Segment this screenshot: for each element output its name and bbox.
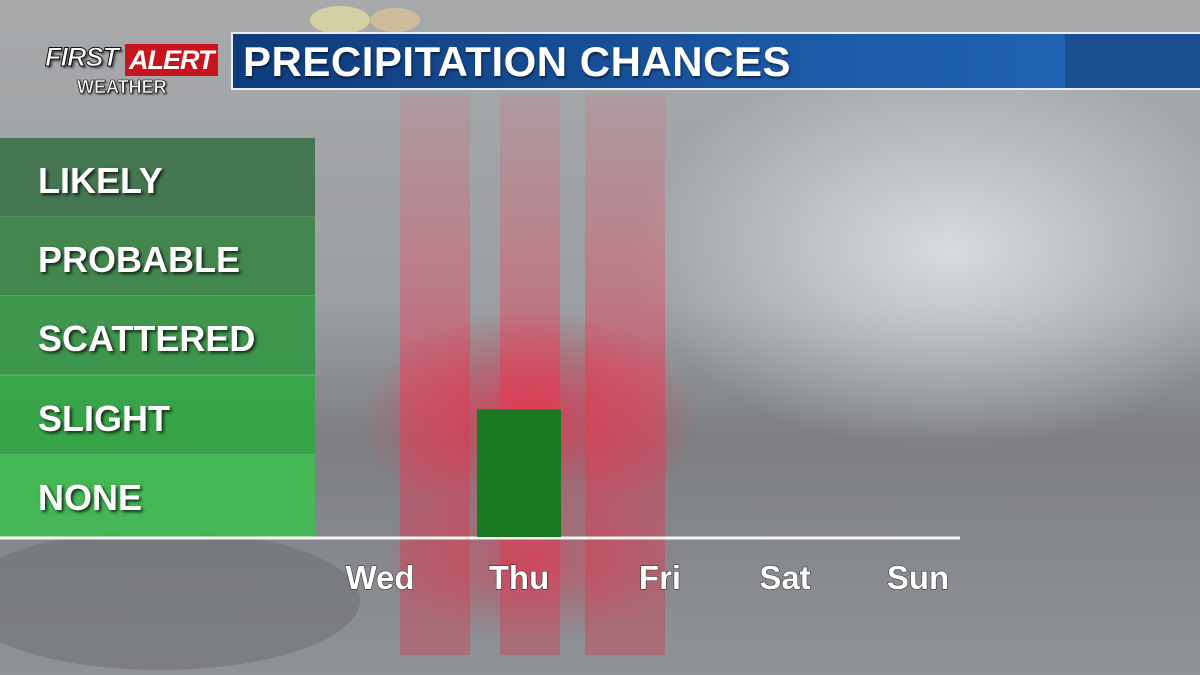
day-label-sat: Sat — [759, 559, 810, 596]
logo-alert-text: ALERT — [125, 44, 218, 76]
level-band-slight: SLIGHT — [0, 376, 315, 455]
title-bar-accent — [1065, 34, 1200, 88]
day-label-sun: Sun — [887, 559, 949, 596]
day-label-fri: Fri — [639, 559, 681, 596]
level-band-likely: LIKELY — [0, 138, 315, 217]
day-label-thu: Thu — [489, 559, 549, 596]
level-label-probable: PROBABLE — [38, 239, 241, 280]
logo-weather-text: WEATHER — [77, 77, 167, 98]
first-alert-weather-logo: FIRST ALERT WEATHER — [45, 42, 227, 98]
level-label-scattered: SCATTERED — [38, 318, 256, 359]
level-label-slight: SLIGHT — [38, 398, 170, 439]
day-label-wed: Wed — [345, 559, 414, 596]
bar-group — [477, 409, 561, 537]
level-band-probable: PROBABLE — [0, 217, 315, 296]
level-label-none: NONE — [38, 477, 143, 518]
title-bar: PRECIPITATION CHANCES — [231, 32, 1200, 90]
level-band-none: NONE — [0, 455, 315, 537]
page-title: PRECIPITATION CHANCES — [243, 38, 791, 85]
logo-first-text: FIRST — [45, 42, 120, 73]
bar-thu — [477, 409, 561, 537]
level-label-likely: LIKELY — [38, 160, 163, 201]
day-label-group: Wed Thu Fri Sat Sun — [345, 559, 950, 597]
level-band-scattered: SCATTERED — [0, 296, 315, 375]
